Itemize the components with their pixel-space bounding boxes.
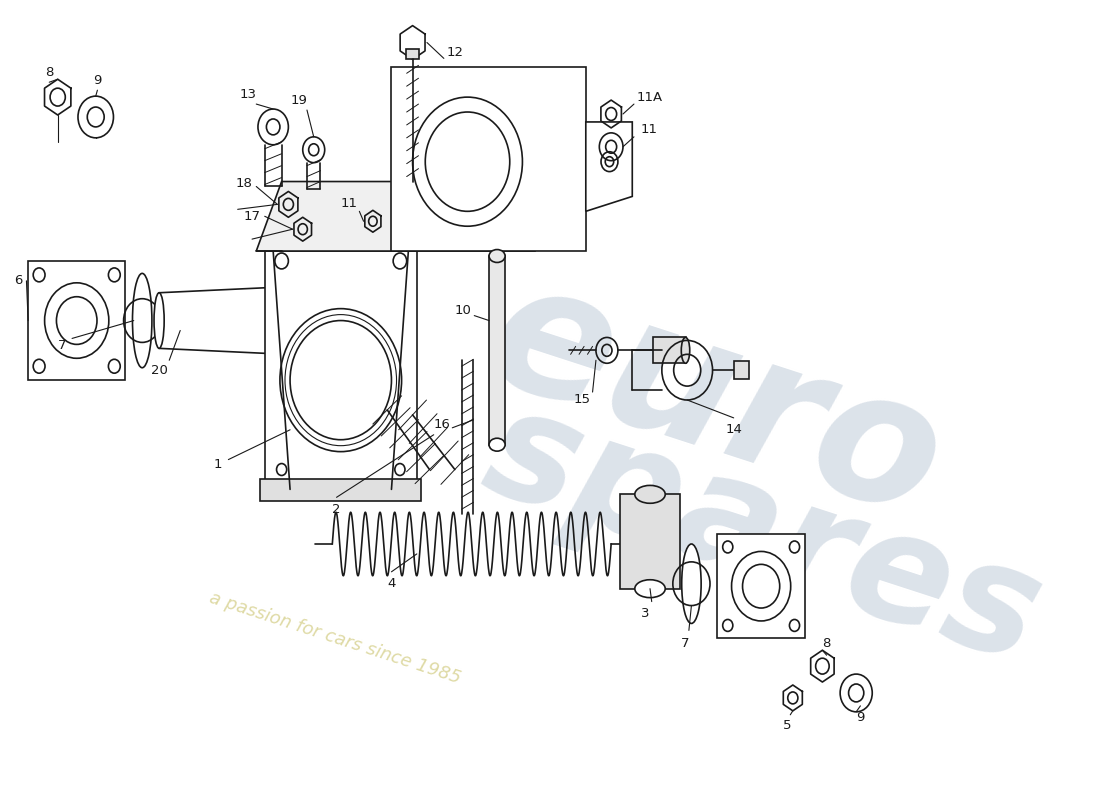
Text: 10: 10	[454, 304, 472, 317]
Text: 16: 16	[433, 418, 451, 431]
Polygon shape	[586, 122, 632, 211]
Text: 8: 8	[823, 637, 830, 650]
Text: 15: 15	[573, 394, 590, 406]
Text: 11A: 11A	[636, 90, 662, 104]
Text: 7: 7	[57, 339, 66, 352]
Text: 14: 14	[725, 423, 742, 436]
Ellipse shape	[132, 274, 152, 368]
Text: 2: 2	[332, 502, 341, 516]
Text: 17: 17	[243, 210, 261, 222]
Text: 18: 18	[235, 177, 252, 190]
Bar	[619, 494, 681, 589]
Ellipse shape	[681, 338, 690, 363]
Bar	[653, 338, 685, 363]
Ellipse shape	[490, 250, 505, 262]
Text: 6: 6	[14, 274, 22, 287]
Bar	[490, 256, 505, 445]
Text: 11: 11	[341, 197, 358, 210]
Bar	[734, 362, 749, 379]
Text: euro: euro	[468, 245, 964, 555]
Ellipse shape	[490, 438, 505, 451]
Text: 11: 11	[640, 123, 658, 136]
Text: 13: 13	[240, 88, 256, 101]
Text: 1: 1	[214, 458, 222, 471]
Polygon shape	[256, 182, 561, 251]
Ellipse shape	[635, 580, 666, 598]
Text: 12: 12	[447, 46, 463, 59]
Polygon shape	[392, 67, 586, 251]
Text: 7: 7	[681, 637, 690, 650]
Text: 9: 9	[856, 711, 865, 724]
Text: spares: spares	[468, 376, 1058, 694]
Bar	[29, 261, 125, 380]
Text: a passion for cars since 1985: a passion for cars since 1985	[207, 589, 463, 687]
Text: 9: 9	[94, 74, 101, 86]
Bar	[265, 251, 417, 490]
Ellipse shape	[635, 486, 666, 503]
Text: 20: 20	[151, 364, 167, 377]
Bar	[261, 479, 421, 502]
Bar	[406, 50, 419, 59]
Bar	[717, 534, 805, 638]
Text: 3: 3	[640, 607, 649, 620]
Text: 5: 5	[783, 719, 791, 732]
Ellipse shape	[154, 293, 164, 348]
Text: 8: 8	[45, 66, 54, 78]
Text: 19: 19	[290, 94, 307, 106]
Text: 4: 4	[387, 578, 396, 590]
Ellipse shape	[682, 544, 701, 623]
